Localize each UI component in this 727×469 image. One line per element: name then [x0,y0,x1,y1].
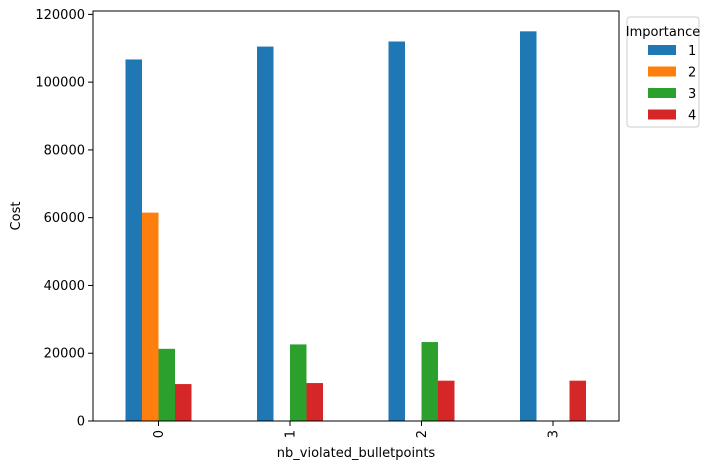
y-tick-label-100000: 100000 [35,76,85,91]
legend-swatch-1 [648,45,676,55]
legend: Importance 1 2 3 4 [626,16,701,128]
x-tick-label-0: 0 [152,430,167,438]
y-tick-label-40000: 40000 [44,279,85,294]
legend-swatch-4 [648,109,676,120]
x-axis: 0 1 2 3 [152,421,562,438]
legend-swatch-2 [648,66,676,77]
y-tick-label-20000: 20000 [44,347,85,362]
bar-series-1-cat-2 [388,41,405,421]
legend-entries: 1 2 3 4 [648,44,696,124]
y-tick-label-0: 0 [77,415,85,430]
legend-title: Importance [626,25,701,40]
x-tick-label-2: 2 [415,430,430,438]
legend-swatch-3 [648,88,676,98]
bar-series-3-cat-0 [158,348,175,421]
legend-label-1: 1 [688,44,696,59]
bar-series-3-cat-2 [421,342,438,421]
legend-label-2: 2 [688,66,696,81]
x-tick-label-1: 1 [284,430,299,438]
x-tick-label-3: 3 [547,430,562,438]
plot-frame [92,10,620,422]
y-tick-label-60000: 60000 [44,211,85,226]
bar-series-4-cat-1 [306,383,323,421]
y-tick-label-80000: 80000 [44,143,85,158]
bar-series-3-cat-1 [290,344,307,421]
bar-series-4-cat-3 [569,380,586,421]
bar-series-4-cat-0 [175,384,192,421]
bar-series-1-cat-3 [520,31,537,422]
legend-label-4: 4 [688,109,696,124]
y-tick-label-120000: 120000 [35,8,85,23]
bars-layer [125,31,586,422]
y-axis-label: Cost [9,202,24,231]
bar-series-1-cat-1 [257,46,274,421]
bar-series-1-cat-0 [125,59,142,422]
bar-series-4-cat-2 [438,380,455,421]
legend-label-3: 3 [688,87,696,102]
y-axis: 0 20000 40000 60000 80000 100000 120000 [35,8,93,430]
bar-series-2-cat-0 [142,212,159,421]
x-axis-label: nb_violated_bulletpoints [277,446,436,461]
